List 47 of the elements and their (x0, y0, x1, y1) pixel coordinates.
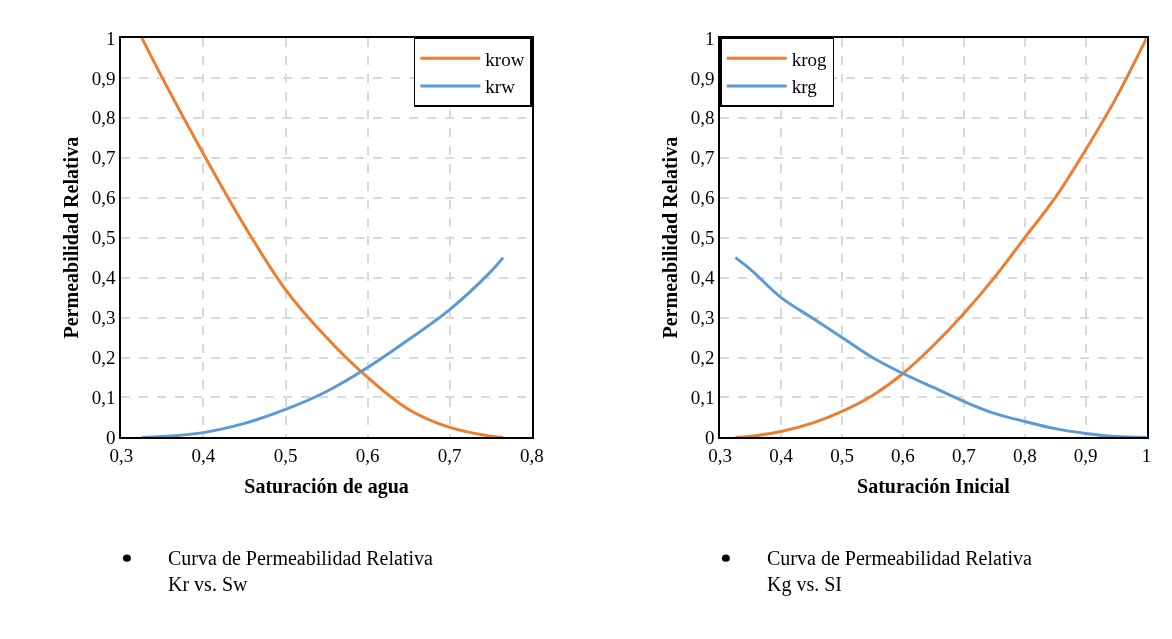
line-series (733, 256, 1147, 438)
y-tick-label: 0,2 (91, 347, 116, 369)
y-tick-label: 0,1 (690, 387, 715, 409)
x-tick-label: 0,5 (830, 445, 854, 467)
y-tick-label: 0,9 (690, 67, 715, 89)
x-tick-label: 0,8 (519, 445, 544, 467)
x-tick-label: 0,4 (191, 445, 216, 467)
line-series (733, 37, 1147, 438)
y-tick-label: 0,8 (91, 107, 116, 129)
x-tick-label: 0,7 (437, 445, 462, 467)
line-series (140, 256, 505, 438)
y-tick-label: 0,8 (690, 107, 715, 129)
y-axis-title: Permeabilidad Relativa (59, 136, 82, 339)
y-tick-label: 0,4 (91, 267, 116, 289)
x-axis-title: Saturación de agua (244, 475, 409, 499)
y-tick-label: 0,3 (690, 307, 715, 329)
legend-label: krow (485, 48, 525, 70)
legend-label: krw (485, 76, 516, 98)
legend-label: krog (791, 48, 828, 70)
x-tick-label: 0,5 (273, 445, 298, 467)
x-tick-label: 1 (1141, 445, 1152, 467)
y-tick-label: 0,5 (690, 227, 715, 249)
x-tick-label: 0,9 (1073, 445, 1098, 467)
text: Curva de Permeabilidad Relativa Kr vs. Sw (168, 547, 434, 595)
x-tick-label: 0,7 (952, 445, 976, 467)
y-tick-label: 0,9 (91, 67, 116, 89)
y-tick-label: 0 (105, 427, 116, 449)
y-tick-label: 0,6 (690, 187, 715, 209)
y-tick-label: 0,7 (91, 147, 116, 169)
text: Curva de Permeabilidad Relativa Kg vs. SI (767, 547, 1033, 596)
y-tick-label: 0,4 (690, 267, 715, 289)
y-tick-label: 0,5 (91, 227, 116, 249)
y-tick-label: 1 (704, 27, 715, 49)
x-axis-title: Saturación Inicial (857, 475, 1011, 498)
y-tick-label: 0,2 (690, 347, 715, 369)
legend-label: krg (791, 76, 818, 98)
x-tick-label: 0,6 (355, 445, 380, 467)
y-tick-label: 0,6 (91, 187, 116, 209)
y-tick-label: 0 (704, 427, 715, 449)
x-tick-label: 0,4 (769, 445, 794, 467)
x-tick-label: 0,6 (891, 445, 915, 467)
y-tick-label: 0,7 (690, 147, 715, 169)
x-tick-label: 0,8 (1012, 445, 1037, 467)
y-axis-title: Permeabilidad Relativa (658, 136, 681, 339)
y-tick-label: 1 (105, 27, 116, 49)
y-tick-label: 0,3 (91, 307, 116, 329)
y-tick-label: 0,1 (91, 387, 116, 409)
